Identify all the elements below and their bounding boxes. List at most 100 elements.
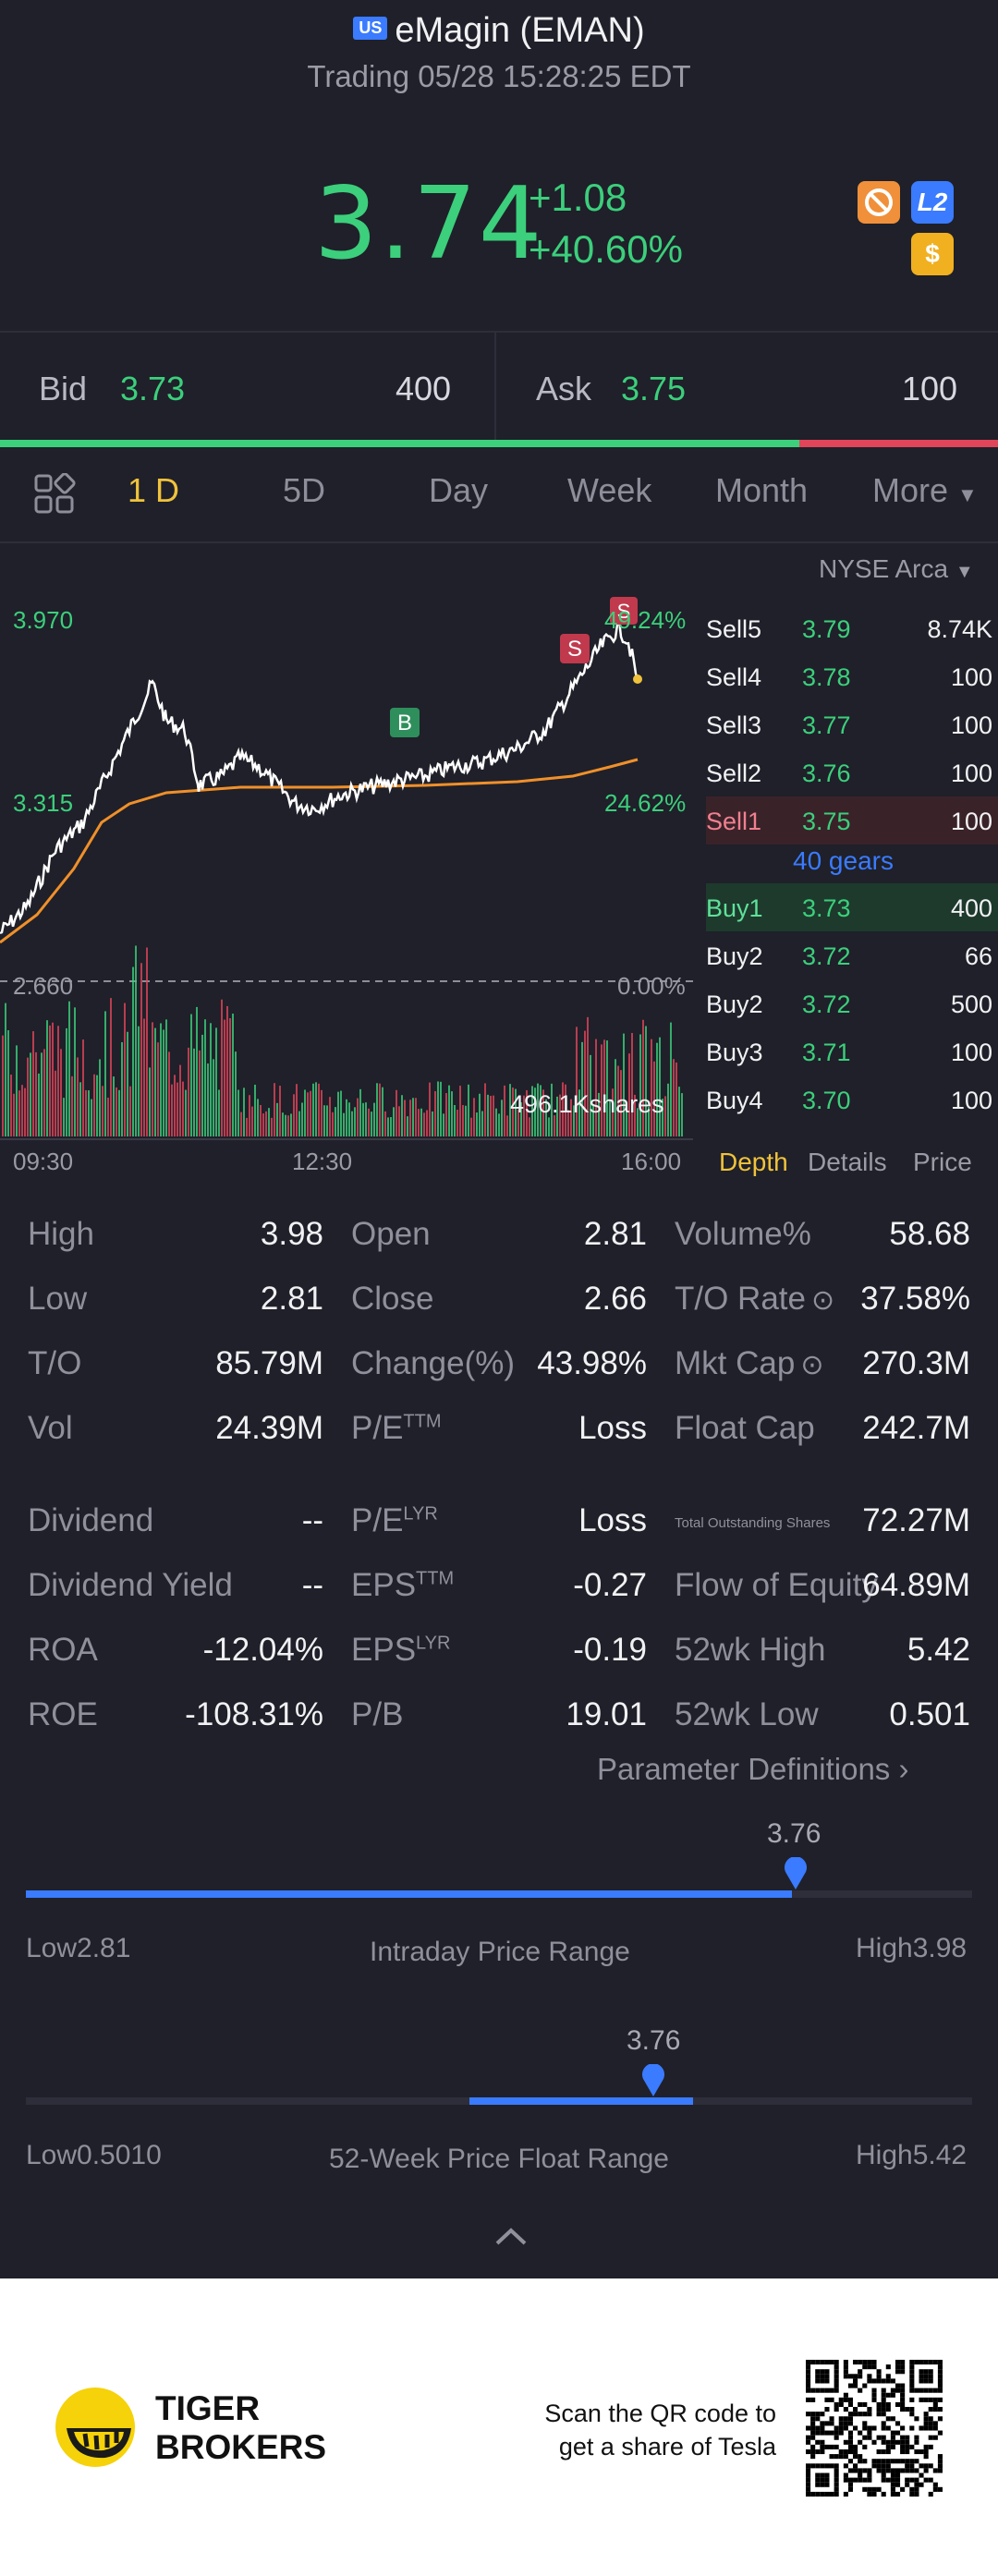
order-book-sell-row[interactable]: Sell3 3.77 100 — [706, 711, 992, 739]
volume-bar — [146, 947, 148, 1136]
stat-label: P/ELYR — [351, 1502, 438, 1538]
volume-bar — [476, 1112, 478, 1136]
intraday-range-fill — [26, 1890, 793, 1898]
volume-bar — [598, 1092, 600, 1136]
parameter-definitions-link[interactable]: Parameter Definitions › — [597, 1752, 908, 1787]
info-icon[interactable]: ⊙ — [800, 1350, 824, 1380]
chevron-up-icon[interactable] — [493, 2225, 529, 2247]
volume-bar — [282, 1112, 284, 1136]
volume-bar — [30, 1052, 31, 1136]
intraday-range-track — [26, 1890, 972, 1898]
time-axis-line — [0, 1138, 693, 1140]
volume-bar — [160, 1023, 162, 1136]
volume-bar — [243, 1088, 245, 1136]
level2-icon[interactable]: L2 — [911, 181, 954, 224]
order-book-sell-row[interactable]: Sell4 3.78 100 — [706, 663, 992, 691]
promo-text: Scan the QR code to get a share of Tesla — [517, 2397, 776, 2463]
price-change: +1.08 — [529, 176, 627, 219]
volume-bar — [495, 1108, 497, 1136]
tab-5d[interactable]: 5D — [283, 471, 326, 509]
volume-bar — [520, 1101, 522, 1136]
volume-bar — [335, 1107, 336, 1136]
stat-label: ROA — [28, 1632, 98, 1668]
stat-value: 19.01 — [566, 1696, 647, 1732]
volume-bar — [373, 1102, 375, 1136]
volume-bar — [290, 1113, 292, 1136]
tab-month[interactable]: Month — [715, 471, 809, 509]
volume-bar — [113, 1076, 115, 1136]
volume-bar — [165, 1019, 167, 1136]
order-book-sell-row[interactable]: Sell1 3.75 100 — [706, 796, 998, 844]
volume-bar — [540, 1085, 542, 1136]
week52-high: High5.42 — [856, 2140, 968, 2170]
volume-bar — [79, 1082, 81, 1136]
volume-bar — [634, 1094, 636, 1136]
volume-bar — [462, 1104, 464, 1136]
volume-bar — [542, 1089, 544, 1136]
volume-bar — [454, 1105, 456, 1136]
volume-bar — [110, 998, 112, 1136]
brand-name: TIGER BROKERS — [155, 2389, 326, 2467]
stat-label: Vol — [28, 1410, 73, 1446]
stat-label: Mkt Cap ⊙ — [675, 1345, 824, 1381]
volume-bar — [470, 1117, 472, 1136]
volume-bar — [226, 1005, 228, 1136]
qr-code[interactable] — [806, 2360, 943, 2497]
volume-bar — [517, 1109, 519, 1136]
volume-bar — [265, 1111, 267, 1136]
grid-layout-icon[interactable] — [33, 472, 76, 520]
volume-bar — [326, 1105, 328, 1136]
dollar-icon[interactable]: $ — [911, 233, 954, 275]
stat-value: 242.7M — [862, 1410, 970, 1446]
stat-label: EPSTTM — [351, 1567, 455, 1603]
volume-bar — [451, 1091, 453, 1136]
tab-week[interactable]: Week — [567, 471, 652, 509]
order-book-buy-row[interactable]: Buy1 3.73 400 — [706, 883, 998, 931]
volume-bar — [526, 1089, 528, 1136]
volume-bar — [368, 1108, 370, 1136]
intraday-chart[interactable]: B S S — [0, 545, 693, 1146]
order-book-buy-row[interactable]: Buy4 3.70 100 — [706, 1087, 992, 1114]
tab-day[interactable]: Day — [429, 471, 489, 509]
volume-bar — [82, 1039, 84, 1136]
info-icon[interactable]: ⊙ — [810, 1285, 835, 1316]
stat-label: T/O — [28, 1345, 82, 1381]
volume-bar — [96, 1075, 98, 1136]
stat-value: -- — [301, 1502, 323, 1538]
tab-more[interactable]: More ▼ — [872, 471, 978, 510]
volume-bar — [606, 1040, 608, 1136]
volume-bar — [21, 1085, 23, 1136]
volume-bar — [18, 1090, 20, 1136]
order-book-sell-row[interactable]: Sell5 3.79 8.74K — [706, 615, 992, 643]
volume-bar — [2, 1035, 4, 1136]
tab-1d[interactable]: 1 D — [128, 471, 180, 509]
order-book-buy-row[interactable]: Buy2 3.72 66 — [706, 942, 992, 970]
current-price-dot — [633, 674, 642, 684]
stat-label: P/ETTM — [351, 1410, 442, 1446]
order-book-buy-row[interactable]: Buy2 3.72 500 — [706, 990, 992, 1018]
volume-bar — [340, 1090, 342, 1136]
volume-bar — [99, 1059, 101, 1136]
y-axis-low: 2.660 — [13, 972, 74, 1000]
order-book-sell-row[interactable]: Sell2 3.76 100 — [706, 759, 992, 787]
volume-bar — [556, 1096, 558, 1136]
intraday-current-value: 3.76 — [767, 1818, 822, 1849]
stat-label: P/B — [351, 1696, 404, 1732]
promo-footer: TIGER BROKERS Scan the QR code to get a … — [0, 2278, 998, 2576]
order-book-buy-row[interactable]: Buy3 3.71 100 — [706, 1039, 992, 1066]
volume-bar — [301, 1102, 303, 1136]
sell-marker: S — [560, 634, 590, 663]
volume-bar — [135, 945, 137, 1136]
volume-bar — [545, 1099, 547, 1136]
tab-details[interactable]: Details — [808, 1148, 887, 1176]
volume-bar — [581, 1041, 583, 1136]
stat-value: 24.39M — [215, 1410, 323, 1446]
volume-bar — [440, 1081, 442, 1136]
volume-bar — [459, 1086, 461, 1136]
exchange-selector[interactable]: NYSE Arca ▼ — [819, 554, 974, 584]
volume-bar — [578, 1089, 580, 1136]
no-margin-icon[interactable] — [858, 181, 900, 224]
volume-bar — [16, 1045, 18, 1136]
tab-price[interactable]: Price — [913, 1148, 972, 1176]
tab-depth[interactable]: Depth — [719, 1148, 788, 1176]
